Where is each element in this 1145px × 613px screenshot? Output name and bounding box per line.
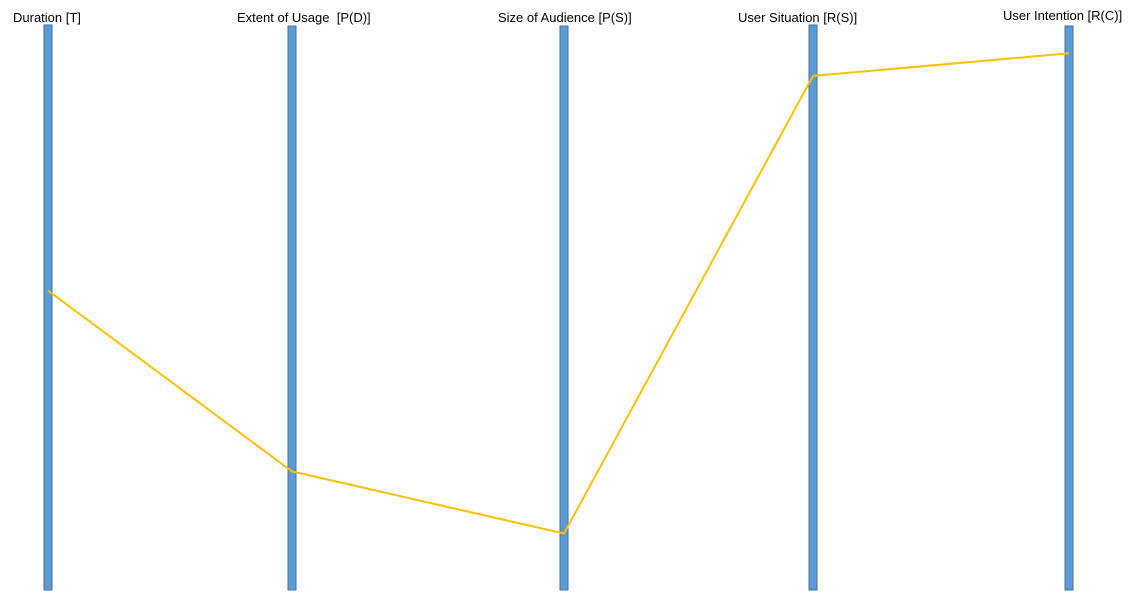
axis-bar-user-situation: [809, 25, 817, 590]
lines-layer: [48, 53, 1069, 533]
axis-label-duration: Duration [T]: [13, 10, 81, 26]
axis-bar-size-of-audience: [560, 26, 568, 590]
series-line-1: [48, 53, 1069, 533]
axis-bar-duration: [44, 25, 52, 590]
axis-label-size-of-audience: Size of Audience [P(S)]: [498, 10, 632, 26]
axis-bar-extent-of-usage: [288, 26, 296, 590]
axis-label-user-situation: User Situation [R(S)]: [738, 10, 857, 26]
axis-label-user-intention: User Intention [R(C)]: [1003, 8, 1122, 24]
axes-layer: [44, 25, 1073, 590]
axis-bar-user-intention: [1065, 26, 1073, 590]
axis-label-extent-of-usage: Extent of Usage [P(D)]: [237, 10, 371, 26]
